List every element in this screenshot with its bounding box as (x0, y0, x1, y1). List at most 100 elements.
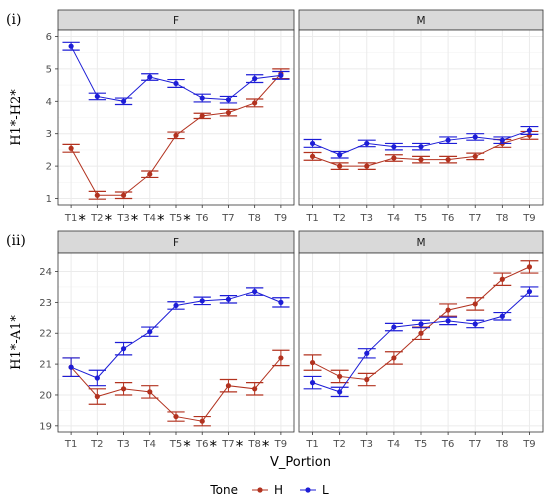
facet-strip-label: F (173, 237, 179, 249)
x-tick-label: T3 (360, 439, 373, 450)
data-point-L (120, 346, 127, 352)
data-point-H (120, 192, 127, 198)
data-point-L (309, 380, 316, 386)
x-tick-label: T3 (116, 213, 129, 224)
data-point-H (499, 276, 505, 282)
data-point-L (337, 152, 343, 158)
data-point-H (364, 163, 370, 169)
data-point-H (472, 153, 478, 159)
x-tick-label: T5 (169, 213, 182, 224)
x-tick-label: T4 (387, 439, 400, 450)
x-tick-label: T7 (221, 439, 234, 450)
data-point-L (278, 72, 284, 78)
data-point-L (147, 74, 153, 80)
data-point-L (445, 318, 451, 324)
x-tick-label: T1 (64, 439, 77, 450)
x-tick-label: T2 (332, 439, 345, 450)
data-point-L (337, 389, 343, 395)
legend: Tone H L (209, 483, 329, 497)
data-point-L (147, 329, 153, 335)
x-tick-label: T9 (274, 213, 287, 224)
x-tick-label: T3 (116, 439, 129, 450)
y-tick-label: 5 (46, 64, 52, 75)
data-point-L (173, 80, 179, 87)
x-tick-label: T2 (90, 213, 103, 224)
data-point-L (526, 288, 533, 295)
data-point-H (445, 157, 451, 163)
x-tick-label: T5 (414, 439, 427, 450)
facet-strip-label: M (416, 237, 425, 249)
x-tick-label: T1 (305, 213, 318, 224)
x-tick-label: T9 (274, 439, 287, 450)
data-point-L (445, 137, 451, 143)
legend-title: Tone (209, 483, 238, 497)
data-point-H (309, 153, 316, 159)
data-point-H (418, 330, 424, 336)
panel-label-0: (i) (6, 12, 21, 28)
data-point-L (225, 296, 232, 302)
data-point-H (225, 383, 232, 389)
data-point-L (499, 313, 505, 319)
y-tick-label: 3 (46, 129, 52, 140)
data-point-H (147, 389, 153, 395)
x-tick-label: T6 (195, 213, 208, 224)
data-point-L (199, 95, 205, 101)
significance-star: * (183, 437, 191, 455)
data-point-L (225, 97, 232, 103)
significance-star: * (78, 211, 86, 229)
y-tick-label: 24 (39, 267, 52, 278)
x-tick-label: T7 (221, 213, 234, 224)
x-tick-label: T9 (522, 213, 535, 224)
data-point-H (278, 355, 284, 361)
data-point-L (472, 134, 478, 140)
data-point-H (391, 155, 397, 161)
data-point-L (391, 324, 397, 330)
legend-key-point-H (257, 487, 263, 493)
data-point-L (499, 137, 505, 143)
data-point-L (364, 350, 370, 356)
significance-star: * (131, 211, 139, 229)
significance-star: * (262, 437, 270, 455)
data-point-H (199, 418, 205, 424)
y-tick-label: 23 (39, 298, 52, 309)
data-point-L (526, 127, 533, 134)
data-point-L (309, 140, 316, 147)
data-point-H (225, 110, 232, 116)
data-point-H (147, 171, 153, 177)
data-point-L (364, 140, 370, 147)
data-point-L (418, 144, 424, 150)
significance-star: * (236, 437, 244, 455)
data-point-H (364, 376, 370, 383)
data-point-L (252, 76, 258, 82)
x-tick-label: T6 (441, 439, 454, 450)
legend-label-L: L (322, 483, 329, 497)
y-tick-label: 21 (39, 360, 52, 371)
x-tick-label: T8 (495, 439, 508, 450)
x-tick-label: T2 (90, 439, 103, 450)
x-tick-label: T1 (305, 439, 318, 450)
y-axis-label-0: H1*-H2* (9, 89, 24, 146)
data-point-H (252, 386, 258, 392)
data-point-H (252, 100, 258, 106)
significance-star: * (183, 211, 191, 229)
data-point-H (68, 145, 74, 151)
legend-label-H: H (274, 483, 283, 497)
data-point-H (94, 393, 100, 400)
y-tick-label: 6 (46, 32, 52, 43)
y-tick-label: 4 (46, 97, 52, 108)
data-point-H (526, 264, 533, 270)
facet-strip-label: M (416, 15, 425, 27)
data-point-L (94, 93, 100, 100)
data-point-L (418, 321, 424, 327)
panel-label-1: (ii) (6, 233, 26, 249)
data-point-L (68, 364, 74, 370)
data-point-L (94, 375, 100, 381)
x-tick-label: T1 (64, 213, 77, 224)
data-point-H (173, 132, 179, 138)
data-point-H (418, 157, 424, 163)
data-point-L (199, 298, 205, 304)
x-tick-label: T4 (143, 439, 156, 450)
data-point-H (94, 192, 100, 198)
x-tick-label: T4 (143, 213, 156, 224)
